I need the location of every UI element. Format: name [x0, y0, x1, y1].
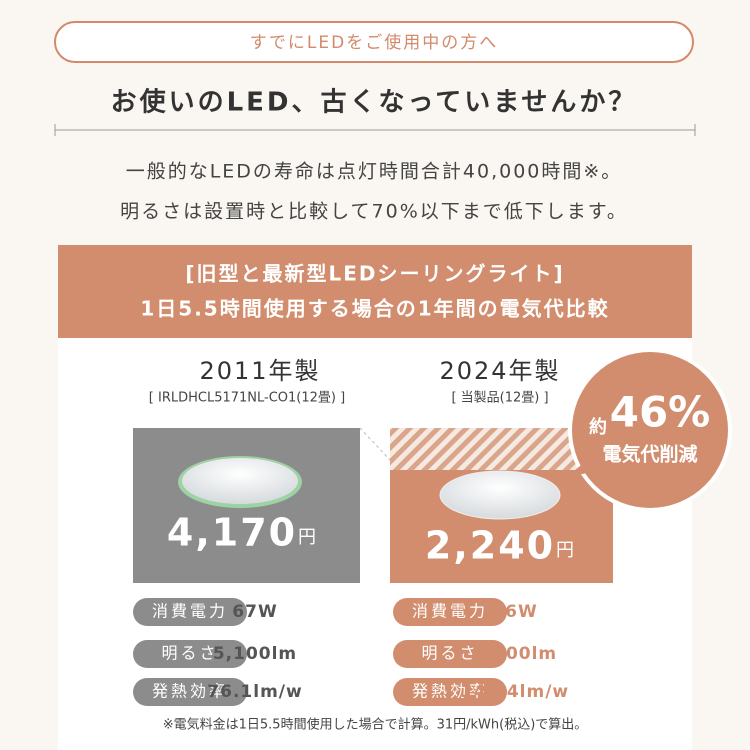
headline: お使いのLED、古くなっていませんか？ [111, 88, 638, 118]
spec-value: 36W [492, 602, 537, 622]
spec-label: 発熱効率 [412, 682, 488, 701]
price: 4,170 [167, 511, 297, 555]
model: [ IRLDHCL5171NL-CO1(12畳) ] [149, 391, 345, 406]
intro-line: 明るさは設置時と比較して70%以下まで低下します。 [120, 201, 628, 223]
divider [54, 124, 696, 136]
spec-value: 144.4lm/w [461, 682, 569, 702]
badge [568, 348, 732, 512]
new-lamp [439, 470, 561, 520]
spec-pill [393, 678, 507, 706]
spec-pill [393, 640, 507, 668]
price: 2,240 [425, 524, 555, 568]
intro-line: 一般的なLEDの寿命は点灯時間合計40,000時間※。 [126, 161, 623, 183]
banner [58, 245, 692, 338]
spec-pill [133, 640, 247, 668]
old-lamp-face [182, 458, 298, 504]
spec-pill [133, 598, 247, 626]
tag: すでにLEDをご使用中の方へ [250, 32, 498, 53]
spec-label: 消費電力 [412, 602, 488, 621]
badge-tail [565, 462, 600, 478]
year: 2024年製 [439, 357, 560, 385]
spec-label: 消費電力 [152, 602, 228, 621]
connector [359, 427, 391, 461]
spec-label: 明るさ [421, 644, 478, 663]
spec-value: 76.1lm/w [207, 682, 302, 702]
model: [ 当製品(12畳) ] [451, 391, 548, 406]
tag-pill [54, 21, 694, 63]
badge-prefix: 約 [589, 416, 607, 438]
banner-line: 1日5.5時間使用する場合の1年間の電気代比較 [140, 297, 609, 321]
banner-line: [旧型と最新型LEDシーリングライト] [185, 262, 564, 286]
spec-pill [393, 598, 507, 626]
footnote: ※電気料金は1日5.5時間使用した場合で計算。31円/kWh(税込)で算出。 [163, 717, 588, 733]
spec-value: 5,100lm [213, 644, 297, 664]
price-unit: 円 [556, 540, 574, 561]
badge-label: 電気代削減 [602, 443, 697, 466]
spec-value: 5,200lm [473, 644, 557, 664]
spec-value: 67W [232, 602, 277, 622]
year: 2011年製 [199, 357, 320, 385]
spec-label: 明るさ [161, 644, 218, 663]
spec-label: 発熱効率 [152, 682, 228, 701]
price-unit: 円 [298, 527, 316, 548]
badge-value: 46% [610, 388, 711, 437]
spec-pill [133, 678, 247, 706]
